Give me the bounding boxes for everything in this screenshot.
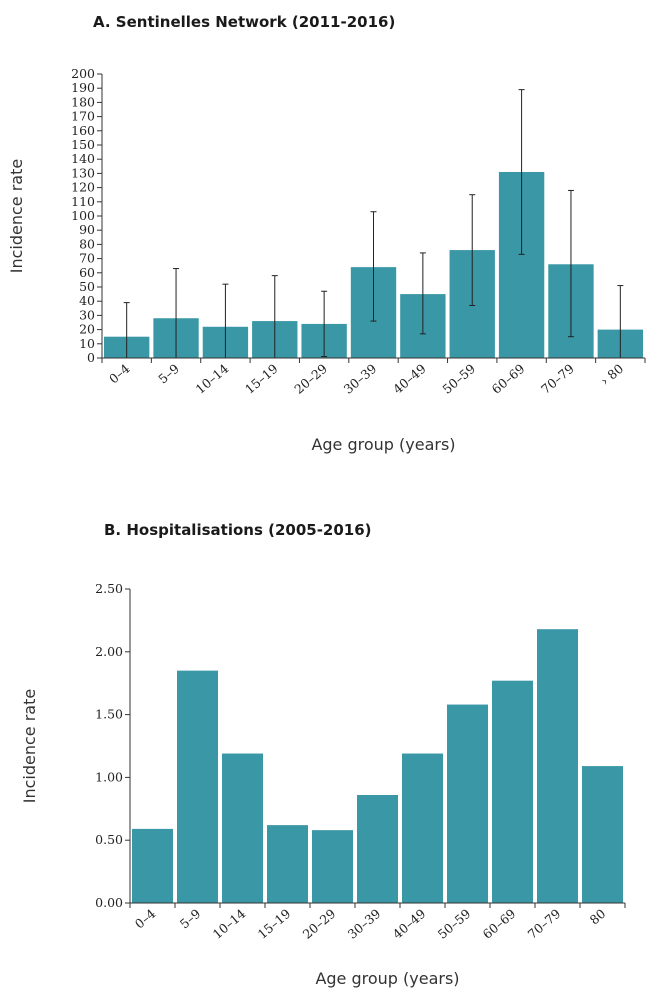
chart-a-x-tick-label: › 80 xyxy=(598,361,627,389)
chart-panel-a: A. Sentinelles Network (2011-2016) 0 10 20… xyxy=(0,0,646,480)
chart-b-y-tick-label: 0.50 xyxy=(95,832,123,847)
chart-b-bar xyxy=(582,766,623,903)
chart-b-bar xyxy=(312,830,353,903)
chart-b-y-axis-label: Incidence rate xyxy=(20,689,39,803)
chart-b-x-axis-label: Age group (years) xyxy=(315,969,459,988)
chart-b-x-tick-label: 20–29 xyxy=(300,906,339,942)
chart-a-y-tick-label: 200 xyxy=(71,66,95,81)
chart-b-bar xyxy=(222,753,263,903)
chart-b-bar xyxy=(492,680,533,903)
chart-a-x-tick-label: 10–14 xyxy=(193,361,232,397)
chart-a-y-tick-label: 70 xyxy=(79,251,95,266)
chart-b-x-tick-label: 60–69 xyxy=(480,906,519,942)
chart-b-y-tick-label: 2.00 xyxy=(95,644,123,659)
chart-a-svg: 0102030405060708090100110120130140150160… xyxy=(7,66,646,454)
chart-a-y-tick-label: 100 xyxy=(71,208,95,223)
chart-b-bar xyxy=(132,828,173,903)
chart-a-y-tick-label: 160 xyxy=(71,123,95,138)
chart-a-y-tick-label: 110 xyxy=(71,194,95,209)
chart-b-x-tick-label: 0–4 xyxy=(132,906,159,932)
chart-a-title: A. Sentinelles Network (2011-2016) xyxy=(93,13,396,31)
chart-a-x-tick-label: 5–9 xyxy=(155,361,182,387)
chart-a-y-tick-label: 120 xyxy=(71,180,95,195)
chart-b-bar xyxy=(357,794,398,903)
chart-a-y-tick-label: 60 xyxy=(79,265,95,280)
chart-a-y-tick-label: 90 xyxy=(79,222,95,237)
chart-b-x-tick-label: 70–79 xyxy=(525,906,564,942)
chart-a-y-tick-label: 180 xyxy=(71,94,95,109)
chart-a-y-tick-label: 10 xyxy=(79,336,95,351)
chart-a-y-tick-label: 80 xyxy=(79,236,95,251)
chart-b-y-tick-label: 2.50 xyxy=(95,581,123,596)
chart-b-x-tick-label: 80 xyxy=(587,906,609,928)
chart-a-x-tick-label: 40–49 xyxy=(390,361,429,397)
chart-a-y-tick-label: 140 xyxy=(71,151,95,166)
chart-b-bar xyxy=(402,753,443,903)
chart-a-x-tick-label: 30–39 xyxy=(341,361,380,397)
chart-b-y-tick-label: 0.00 xyxy=(95,895,123,910)
chart-a-x-axis-label: Age group (years) xyxy=(311,435,455,454)
chart-a-x-tick-label: 0–4 xyxy=(106,361,133,387)
chart-b-svg: 0.00 0.50 1.00 1.50 2.00 2.50 0–4 5–9 10–14 15–19… xyxy=(20,581,626,988)
chart-b-y-tick-label: 1.50 xyxy=(95,707,123,722)
chart-panel-b: B. Hospitalisations (2005-2016) 0.00 0.50… xyxy=(0,500,646,995)
chart-b-x-tick-label: 40–49 xyxy=(390,906,429,942)
chart-a-x-tick-label: 60–69 xyxy=(489,361,528,397)
chart-b-x-tick-label: 15–19 xyxy=(255,906,294,942)
chart-a-y-axis-label: Incidence rate xyxy=(7,159,26,273)
chart-a-y-tick-label: 40 xyxy=(79,293,95,308)
chart-b-bar xyxy=(447,704,488,903)
chart-b-bar xyxy=(267,825,308,903)
chart-b-bar xyxy=(537,629,578,903)
chart-b-bar xyxy=(177,670,218,903)
chart-b-x-tick-label: 50–59 xyxy=(435,906,474,942)
chart-a-y-tick-label: 50 xyxy=(79,279,95,294)
chart-a-x-tick-label: 70–79 xyxy=(538,361,577,397)
chart-a-x-tick-label: 20–29 xyxy=(291,361,330,397)
chart-a-y-tick-label: 190 xyxy=(71,80,95,95)
chart-b-x-tick-label: 5–9 xyxy=(177,906,204,932)
chart-a-x-tick-label: 50–59 xyxy=(439,361,478,397)
chart-b-x-tick-label: 30–39 xyxy=(345,906,384,942)
chart-a-y-tick-label: 0 xyxy=(87,350,95,365)
chart-b-x-tick-label: 10–14 xyxy=(210,906,249,942)
chart-b-title: B. Hospitalisations (2005-2016) xyxy=(104,521,372,539)
chart-a-x-tick-label: 15–19 xyxy=(242,361,281,397)
chart-a-y-tick-label: 130 xyxy=(71,165,95,180)
chart-a-y-tick-label: 150 xyxy=(71,137,95,152)
chart-b-y-tick-label: 1.00 xyxy=(95,769,123,784)
chart-a-y-tick-label: 170 xyxy=(71,109,95,124)
chart-a-y-tick-label: 30 xyxy=(79,307,95,322)
chart-a-y-tick-label: 20 xyxy=(79,322,95,337)
